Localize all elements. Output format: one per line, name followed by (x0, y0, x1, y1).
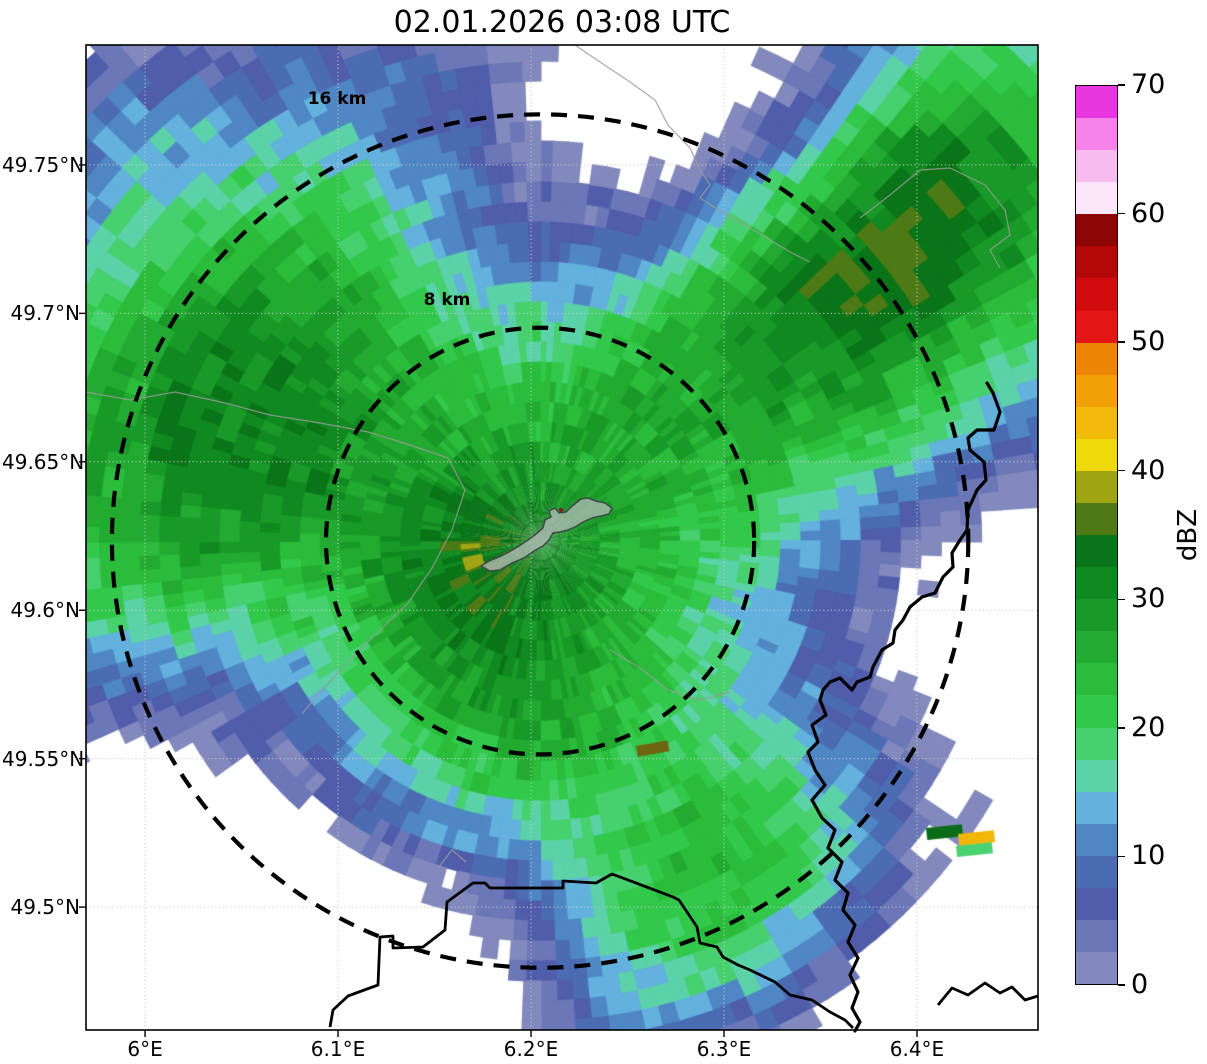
country-border-line (936, 981, 1039, 1006)
colorbar-strip (1076, 887, 1117, 921)
y-tick-label: 49.75°N (2, 152, 85, 177)
colorbar-strip (1076, 182, 1117, 215)
colorbar-strip (1076, 406, 1117, 439)
colorbar-tick-mark (1118, 212, 1125, 215)
y-tick-label: 49.5°N (10, 895, 81, 920)
y-tick-label: 49.7°N (10, 301, 81, 326)
y-tick-label: 49.6°N (10, 598, 81, 623)
colorbar-tick-mark (1118, 727, 1125, 729)
x-tick-label: 6.4°E (889, 1037, 945, 1061)
colorbar-tick-mark (1118, 341, 1125, 343)
colorbar-strip (1076, 118, 1117, 151)
y-tick-label: 49.55°N (2, 746, 85, 771)
river-line (806, 381, 1002, 1033)
colorbar-strip (1076, 823, 1117, 856)
country-border-line (328, 872, 854, 1029)
colorbar-strip (1076, 952, 1117, 985)
colorbar-strip (1076, 791, 1117, 824)
colorbar-strip (1076, 695, 1117, 728)
colorbar-strip (1076, 342, 1117, 375)
colorbar-label: dBZ (1173, 508, 1203, 562)
colorbar-tick-label: 0 (1131, 969, 1149, 1000)
colorbar-strip (1076, 214, 1117, 247)
colorbar-tick-mark (1118, 598, 1125, 601)
colorbar-strip (1076, 663, 1117, 696)
colorbar-tick-label: 40 (1131, 454, 1166, 486)
range-ring-label: 8 km (424, 290, 471, 310)
colorbar-tick-label: 70 (1131, 69, 1166, 100)
colorbar-tick-label: 20 (1131, 711, 1166, 743)
admin-boundary-line (859, 167, 1011, 269)
colorbar (1075, 85, 1118, 985)
colorbar-strip (1076, 246, 1117, 279)
colorbar-strip (1076, 759, 1117, 792)
colorbar-strip (1076, 374, 1117, 407)
colorbar-strip (1076, 310, 1117, 343)
chart-title: 02.01.2026 03:08 UTC (393, 5, 731, 40)
colorbar-strip (1076, 567, 1117, 600)
colorbar-tick-label: 50 (1131, 326, 1166, 358)
colorbar-tick-label: 60 (1131, 197, 1166, 229)
plot-frame (85, 44, 1039, 1031)
colorbar-strip (1076, 150, 1117, 183)
admin-boundary-line (609, 649, 731, 701)
colorbar-strip (1076, 86, 1117, 119)
colorbar-tick-label: 10 (1131, 840, 1166, 872)
x-tick-label: 6.1°E (310, 1037, 366, 1061)
x-tick-label: 6.2°E (503, 1037, 559, 1061)
city-boundary-polygon (479, 497, 613, 572)
colorbar-strip (1076, 599, 1117, 632)
admin-boundary-line (85, 391, 466, 715)
colorbar-tick-mark (1118, 469, 1125, 472)
colorbar-strip (1076, 855, 1117, 888)
range-ring-label: 16 km (308, 89, 367, 109)
colorbar-strip (1076, 438, 1117, 471)
colorbar-tick-mark (1118, 855, 1125, 858)
admin-boundary-line (574, 44, 811, 263)
range-ring-16km (109, 112, 971, 970)
colorbar-strip (1076, 631, 1117, 664)
x-tick-label: 6°E (127, 1037, 163, 1061)
colorbar-strip (1076, 470, 1117, 504)
x-tick-label: 6.3°E (696, 1037, 752, 1061)
city-marker-dot (558, 507, 564, 513)
admin-boundary-line (437, 849, 467, 869)
colorbar-strip (1076, 535, 1117, 568)
colorbar-strip (1076, 727, 1117, 760)
colorbar-strip (1076, 920, 1117, 953)
colorbar-tick-mark (1118, 84, 1125, 86)
range-ring-8km (323, 325, 757, 757)
radar-field-canvas (86, 45, 1038, 1030)
colorbar-strip (1076, 503, 1117, 536)
colorbar-tick-label: 30 (1131, 583, 1166, 615)
colorbar-strip (1076, 278, 1117, 311)
colorbar-tick-mark (1118, 984, 1125, 986)
y-tick-label: 49.65°N (2, 449, 85, 474)
